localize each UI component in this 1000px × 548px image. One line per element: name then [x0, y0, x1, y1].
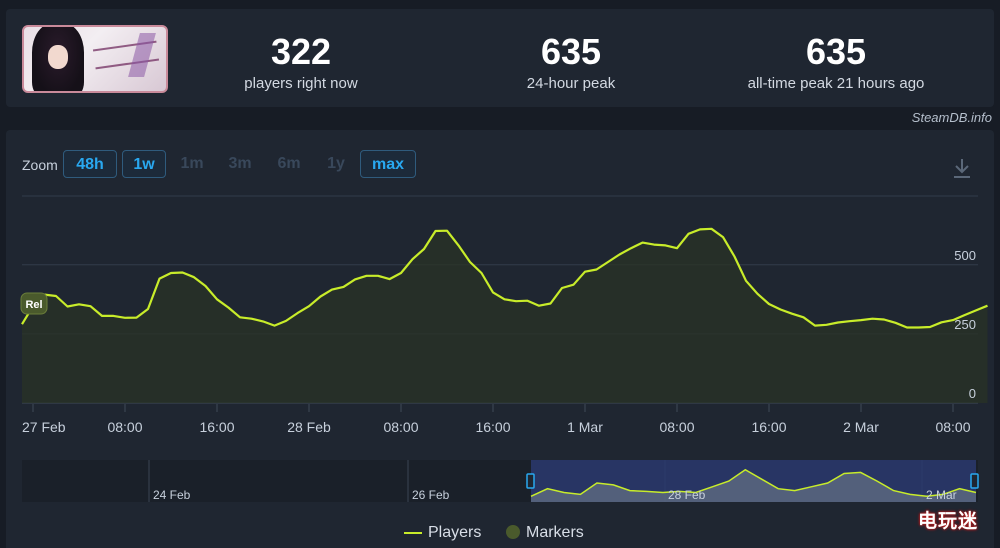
legend-markers[interactable]: Markers	[506, 524, 584, 542]
x-tick-label: 1 Mar	[567, 419, 603, 435]
y-tick-label: 0	[969, 386, 976, 401]
navigator-label: 2 Mar	[926, 488, 957, 502]
navigator-line	[530, 468, 977, 498]
stats-panel: 322 players right now 635 24-hour peak 6…	[6, 9, 994, 107]
navigator-handle-right[interactable]	[970, 473, 979, 489]
players-line	[21, 227, 988, 329]
stat-24h-peak: 635 24-hour peak	[486, 31, 656, 93]
x-tick-label: 16:00	[199, 419, 234, 435]
legend-markers-label: Markers	[526, 524, 584, 541]
x-tick-label: 2 Mar	[843, 419, 879, 435]
legend-players-label: Players	[428, 524, 482, 541]
zoom-3m-button[interactable]: 3m	[228, 155, 252, 172]
legend-line-swatch	[404, 531, 422, 534]
stat-all-time-peak: 635 all-time peak 21 hours ago	[726, 31, 946, 93]
navigator-label: 26 Feb	[412, 488, 450, 502]
y-tick-label: 500	[954, 248, 976, 263]
navigator-label: 24 Feb	[153, 488, 191, 502]
x-tick-label: 28 Feb	[287, 419, 331, 435]
steamdb-credit[interactable]: SteamDB.info	[911, 110, 992, 125]
navigator-handle-left[interactable]	[526, 473, 535, 489]
x-tick-label: 16:00	[475, 419, 510, 435]
navigator-label: 28 Feb	[668, 488, 706, 502]
zoom-label: Zoom	[22, 157, 58, 173]
y-tick-label: 250	[954, 317, 976, 332]
download-icon[interactable]	[950, 156, 974, 180]
x-tick-label: 16:00	[751, 419, 786, 435]
players-area	[22, 228, 988, 403]
stat-label: players right now	[244, 75, 358, 92]
x-tick-label: 27 Feb	[22, 419, 66, 435]
zoom-1w-button[interactable]: 1w	[122, 150, 166, 178]
thumbnail-art	[48, 45, 68, 69]
x-tick-label: 08:00	[383, 419, 418, 435]
zoom-6m-button[interactable]: 6m	[277, 155, 301, 172]
zoom-max-button[interactable]: max	[360, 150, 416, 178]
release-marker	[20, 292, 48, 315]
x-tick-label: 08:00	[659, 419, 694, 435]
zoom-48h-button[interactable]: 48h	[63, 150, 117, 178]
game-thumbnail[interactable]	[22, 25, 168, 93]
navigator-area	[531, 469, 976, 502]
x-tick-label: 08:00	[935, 419, 970, 435]
legend-players[interactable]: Players	[404, 524, 481, 542]
x-tick-label: 08:00	[107, 419, 142, 435]
zoom-1y-button[interactable]: 1y	[327, 155, 345, 172]
watermark-logo: 电玩迷	[918, 511, 979, 532]
stat-value: 635	[540, 31, 602, 72]
zoom-1m-button[interactable]: 1m	[180, 155, 204, 172]
legend-marker-swatch	[506, 525, 520, 539]
stat-value: 635	[805, 31, 867, 72]
release-marker-label: Rel	[25, 299, 42, 311]
stat-players-now: 322 players right now	[216, 31, 386, 93]
stat-value: 322	[270, 31, 332, 72]
stat-label: 24-hour peak	[526, 75, 616, 92]
stat-label: all-time peak 21 hours ago	[747, 75, 925, 92]
